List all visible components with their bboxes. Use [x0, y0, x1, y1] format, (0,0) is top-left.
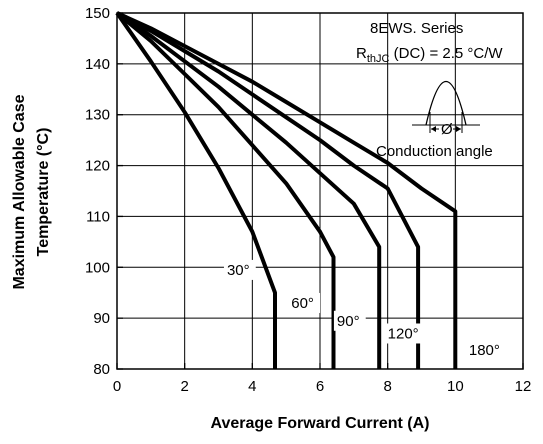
rth-sub: thJC: [367, 53, 390, 65]
x-tick-label: 8: [383, 378, 391, 395]
annotation: 8EWS. Series RthJC (DC) = 2.5 °C/W Ø Con…: [356, 20, 503, 160]
y-tick-label: 80: [93, 361, 110, 378]
series-line: [115, 11, 382, 369]
x-tick-label: 10: [447, 378, 464, 395]
curve-label: 60°: [291, 295, 314, 312]
series-line: [116, 11, 458, 369]
x-tick-label: 6: [316, 378, 324, 395]
curve-label: 120°: [388, 325, 419, 342]
x-tick-label: 0: [113, 378, 121, 395]
y-axis-title-line2: Temperature (°C): [35, 128, 52, 257]
series-layer: [115, 11, 458, 369]
curve-label-bg: [288, 292, 321, 313]
grid: [117, 13, 523, 369]
conduction-angle-icon: [412, 80, 480, 133]
y-tick-label: 120: [85, 158, 110, 175]
conduction-label: Conduction angle: [376, 143, 493, 160]
curve-label-bg: [465, 339, 507, 360]
y-tick-label: 100: [85, 259, 110, 276]
curve-label: 180°: [469, 342, 500, 359]
curve-label-bg: [333, 310, 366, 331]
series-line: [115, 11, 277, 369]
x-axis-title: Average Forward Current (A): [211, 415, 430, 432]
curve-label-bg: [384, 323, 426, 344]
rth-rest: (DC) = 2.5 °C/W: [389, 45, 503, 62]
y-axis-title-line1: Maximum Allowable Case: [11, 94, 28, 289]
rth-text: RthJC (DC) = 2.5 °C/W: [356, 45, 503, 65]
x-tick-label: 2: [180, 378, 188, 395]
curve-label: 90°: [337, 313, 360, 330]
y-tick-label: 90: [93, 310, 110, 327]
y-tick-label: 110: [86, 208, 110, 225]
axis-ticks: 0 2 4 6 8 10 12 80 90 100 110 120 130 140 150: [85, 5, 531, 395]
series-line: [116, 11, 421, 369]
y-tick-label: 140: [85, 56, 110, 73]
curve-label: 30°: [227, 262, 250, 279]
x-tick-label: 4: [248, 378, 256, 395]
conduction-symbol: Ø: [441, 121, 453, 138]
curve-label-bg: [223, 259, 256, 280]
y-tick-label: 150: [85, 5, 110, 22]
x-tick-label: 12: [515, 378, 532, 395]
curve-labels: 30° 60° 90° 120° 180°: [223, 259, 507, 360]
series-line: [115, 11, 336, 369]
y-tick-label: 130: [85, 107, 110, 124]
series-text: 8EWS. Series: [370, 20, 463, 37]
rth-main: R: [356, 45, 367, 62]
